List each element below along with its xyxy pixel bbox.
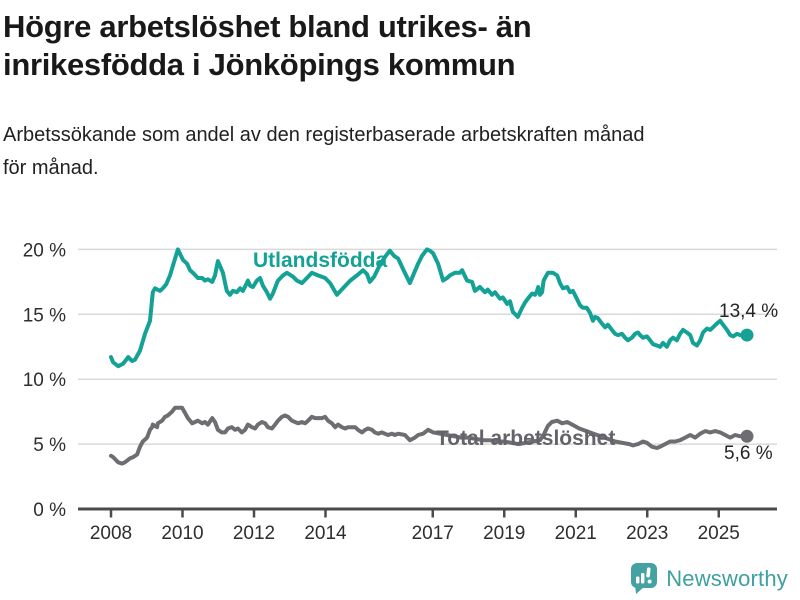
page-title: Högre arbetslöshet bland utrikes- än inr…: [3, 8, 783, 84]
x-tick-label-2010: 2010: [161, 523, 203, 544]
x-tick-label-2008: 2008: [90, 523, 132, 544]
end-value-label-total: 5,6 %: [724, 443, 773, 464]
brand-name: Newsworthy: [666, 565, 788, 591]
x-tick-label-2021: 2021: [555, 523, 597, 544]
brand-footer: Newsworthy: [630, 562, 788, 595]
x-tick-label-2014: 2014: [304, 523, 347, 544]
title-line-2: inrikesfödda i Jönköpings kommun: [3, 47, 516, 83]
series-end-dot-total: [740, 429, 754, 443]
y-tick-label-10: 10 %: [23, 370, 66, 391]
x-tick-label-2019: 2019: [483, 523, 525, 544]
newsworthy-logo-icon: [631, 563, 658, 594]
subtitle-line-1: Arbetssökande som andel av den registerb…: [3, 124, 645, 146]
series-end-dot-utlandsfodda: [740, 328, 754, 342]
y-tick-label-15: 15 %: [23, 305, 66, 326]
x-tick-label-2023: 2023: [626, 523, 668, 544]
x-tick-label-2012: 2012: [233, 523, 275, 544]
x-tick-label-2025: 2025: [698, 523, 740, 544]
y-tick-label-5: 5 %: [33, 435, 66, 456]
series-line-utlandsfodda: [109, 247, 749, 369]
chart-subtitle: Arbetssökande som andel av den registerb…: [3, 119, 783, 185]
subtitle-line-2: för månad.: [3, 156, 99, 179]
series-label-total-arbetsloshet: Total arbetslöshet: [436, 427, 616, 450]
title-line-1: Högre arbetslöshet bland utrikes- än: [3, 9, 532, 44]
series-line-total: [109, 405, 749, 466]
end-value-label-utlandsfodda: 13,4 %: [719, 301, 779, 322]
series-label-utlandsfodda: Utlandsfödda: [253, 249, 388, 272]
x-tick-label-2017: 2017: [412, 523, 454, 544]
y-tick-label-0: 0 %: [33, 500, 66, 521]
y-tick-label-20: 20 %: [23, 240, 66, 261]
